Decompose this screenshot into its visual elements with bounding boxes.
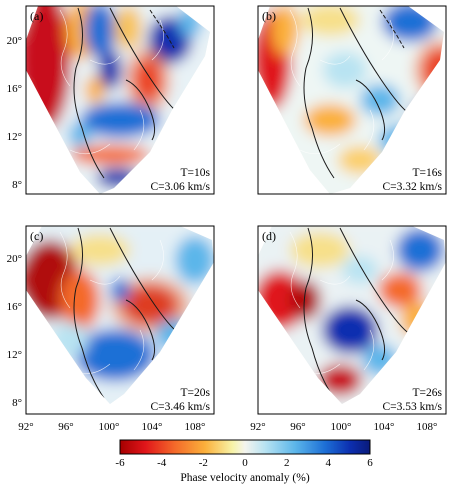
colorbar-ticks: -6 -4 -2 0 2 4 6 (115, 457, 373, 469)
panel-d-lon-tick: 96° (290, 421, 305, 433)
panel-b-frame (257, 5, 447, 195)
colorbar: -6 -4 -2 0 2 4 6 Phase velocity anomaly … (115, 439, 373, 484)
panel-b-velocity: C=3.32 km/s (382, 181, 442, 193)
panel-c-lon-tick: 104° (142, 421, 163, 433)
panel-d-velocity: C=3.53 km/s (382, 401, 442, 413)
colorbar-tick: -6 (115, 457, 125, 469)
panel-a-lat-tick: 16° (7, 83, 22, 95)
colorbar-tick: -2 (199, 457, 208, 469)
panel-c-frame (25, 225, 215, 415)
panel-c-lon-tick: 100° (99, 421, 120, 433)
panel-c: (c) T=20s C=3.46 km/s 20° 16° 12° 8° 92°… (7, 225, 215, 433)
panel-b: (b) T=16s C=3.32 km/s (257, 5, 447, 195)
panel-a-lat-tick: 20° (7, 35, 22, 47)
panel-c-lon-tick: 108° (185, 421, 206, 433)
panel-d-period: T=26s (413, 387, 443, 399)
panel-c-velocity: C=3.46 km/s (150, 401, 210, 413)
colorbar-tick: 4 (326, 457, 332, 469)
colorbar-tick: -4 (157, 457, 167, 469)
colorbar-tick: 6 (367, 457, 373, 469)
panel-a-velocity: C=3.06 km/s (150, 181, 210, 193)
panel-c-lat-tick: 8° (12, 397, 22, 409)
panel-d-lon-tick: 100° (331, 421, 352, 433)
panel-c-lat-tick: 12° (7, 349, 22, 361)
panel-a-lat-tick: 12° (7, 131, 22, 143)
panel-c-period: T=20s (181, 387, 211, 399)
panel-b-period: T=16s (413, 167, 443, 179)
panel-d-lon-tick: 108° (417, 421, 438, 433)
panel-d: (d) T=26s C=3.53 km/s 92° 96° 100° 104° … (250, 225, 447, 433)
panel-c-lon-tick: 92° (18, 421, 33, 433)
panel-d-label: (d) (262, 229, 276, 243)
panel-c-lon-tick: 96° (58, 421, 73, 433)
panel-b-label: (b) (262, 9, 276, 23)
panel-a: (a) T=10s C=3.06 km/s 20° 16° 12° 8° (7, 5, 215, 195)
panel-a-label: (a) (30, 9, 43, 23)
panel-a-frame (25, 5, 215, 195)
colorbar-gradient (119, 439, 371, 455)
panel-d-frame (257, 225, 447, 415)
colorbar-tick: 2 (284, 457, 290, 469)
colorbar-title: Phase velocity anomaly (%) (180, 472, 310, 484)
panel-a-lat-tick: 8° (12, 179, 22, 191)
panel-c-lat-tick: 20° (7, 253, 22, 265)
colorbar-tick: 0 (242, 457, 248, 469)
panel-a-period: T=10s (181, 167, 211, 179)
panel-c-lat-tick: 16° (7, 301, 22, 313)
panel-c-label: (c) (30, 229, 43, 243)
panel-d-lon-tick: 104° (374, 421, 395, 433)
panel-d-lon-tick: 92° (250, 421, 265, 433)
